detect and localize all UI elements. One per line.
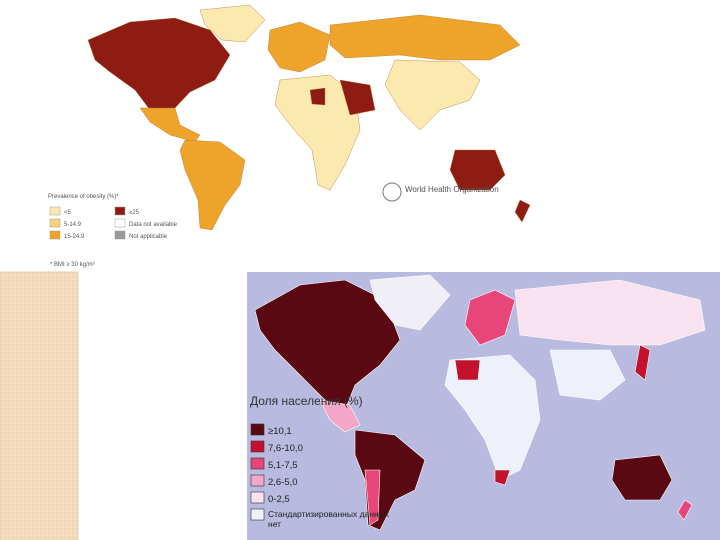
legend-swatch [250, 474, 265, 487]
legend-swatch [114, 218, 126, 228]
org-logo [382, 182, 402, 202]
bottom-map [254, 274, 706, 531]
legend-title: Prevalence of obesity (%)* [48, 194, 119, 200]
legend-label: <5 [64, 210, 72, 216]
legend-title: Доля населения (%) [250, 394, 363, 408]
legend-swatch [250, 491, 265, 504]
legend-label: 5-14.9 [64, 222, 82, 228]
legend-label: 15-24.9 [64, 234, 85, 240]
legend-label: 7,6-10,0 [268, 443, 303, 454]
footnote: * BMI ≥ 30 kg/m² [50, 262, 95, 268]
legend-swatch [250, 423, 265, 436]
legend-swatch [49, 218, 61, 228]
top-legend: Prevalence of obesity (%)* * BMI ≥ 30 kg… [48, 182, 499, 268]
legend-swatch [250, 457, 265, 470]
legend-swatch [49, 230, 61, 240]
bottom-legend: Доля населения (%) ≥10,1 7,6-10,0 5,1-7,5 2… [250, 394, 390, 529]
legend-swatch [49, 206, 61, 216]
legend-label: 2,6-5,0 [268, 477, 298, 488]
legend-label: 5,1-7,5 [268, 460, 298, 471]
org-name: World Health Organization [405, 185, 499, 194]
legend-swatch [250, 508, 265, 521]
legend-label: ≥10,1 [268, 426, 292, 437]
legend-label: Стандартизированных данных нет [268, 509, 390, 529]
legend-label: Not applicable [129, 234, 168, 240]
legend-swatch [250, 440, 265, 453]
legend-label: Data not available [129, 222, 178, 228]
legend-swatch [114, 230, 126, 240]
decor-panel [0, 271, 79, 540]
legend-label: ≥25 [129, 210, 140, 216]
legend-swatch [114, 206, 126, 216]
top-map [87, 4, 531, 231]
legend-label: 0-2,5 [268, 494, 290, 505]
